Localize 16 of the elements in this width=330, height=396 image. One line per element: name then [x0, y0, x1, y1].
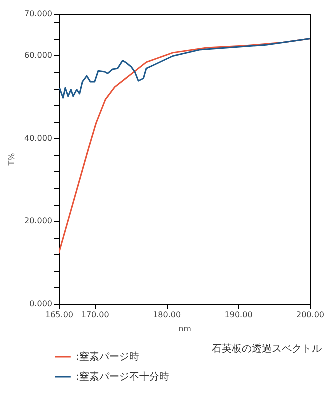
x-tick-label: 180.00	[153, 310, 182, 320]
x-axis-title: nm	[178, 324, 192, 334]
y-tick-label: 0.000	[30, 300, 52, 308]
x-tick-label: 165.00	[46, 310, 74, 320]
y-tick-label: 60.000	[24, 50, 52, 60]
text: 石英板の透過スペクトル	[212, 343, 322, 355]
y-axis-title: T%	[8, 152, 17, 167]
y-tick-label: 40.000	[24, 134, 52, 143]
y-tick-label: 20.000	[24, 216, 52, 226]
legend-label: :窒素パージ時	[76, 351, 140, 363]
line-series	[59, 38, 310, 99]
legend-label: :窒素パージ不十分時	[76, 371, 170, 383]
y-tick-label: 70.000	[24, 10, 52, 18]
x-tick-label: 170.00	[81, 310, 110, 320]
x-tick-label: 190.00	[224, 310, 253, 320]
x-tick-label: 200.00	[296, 310, 324, 320]
